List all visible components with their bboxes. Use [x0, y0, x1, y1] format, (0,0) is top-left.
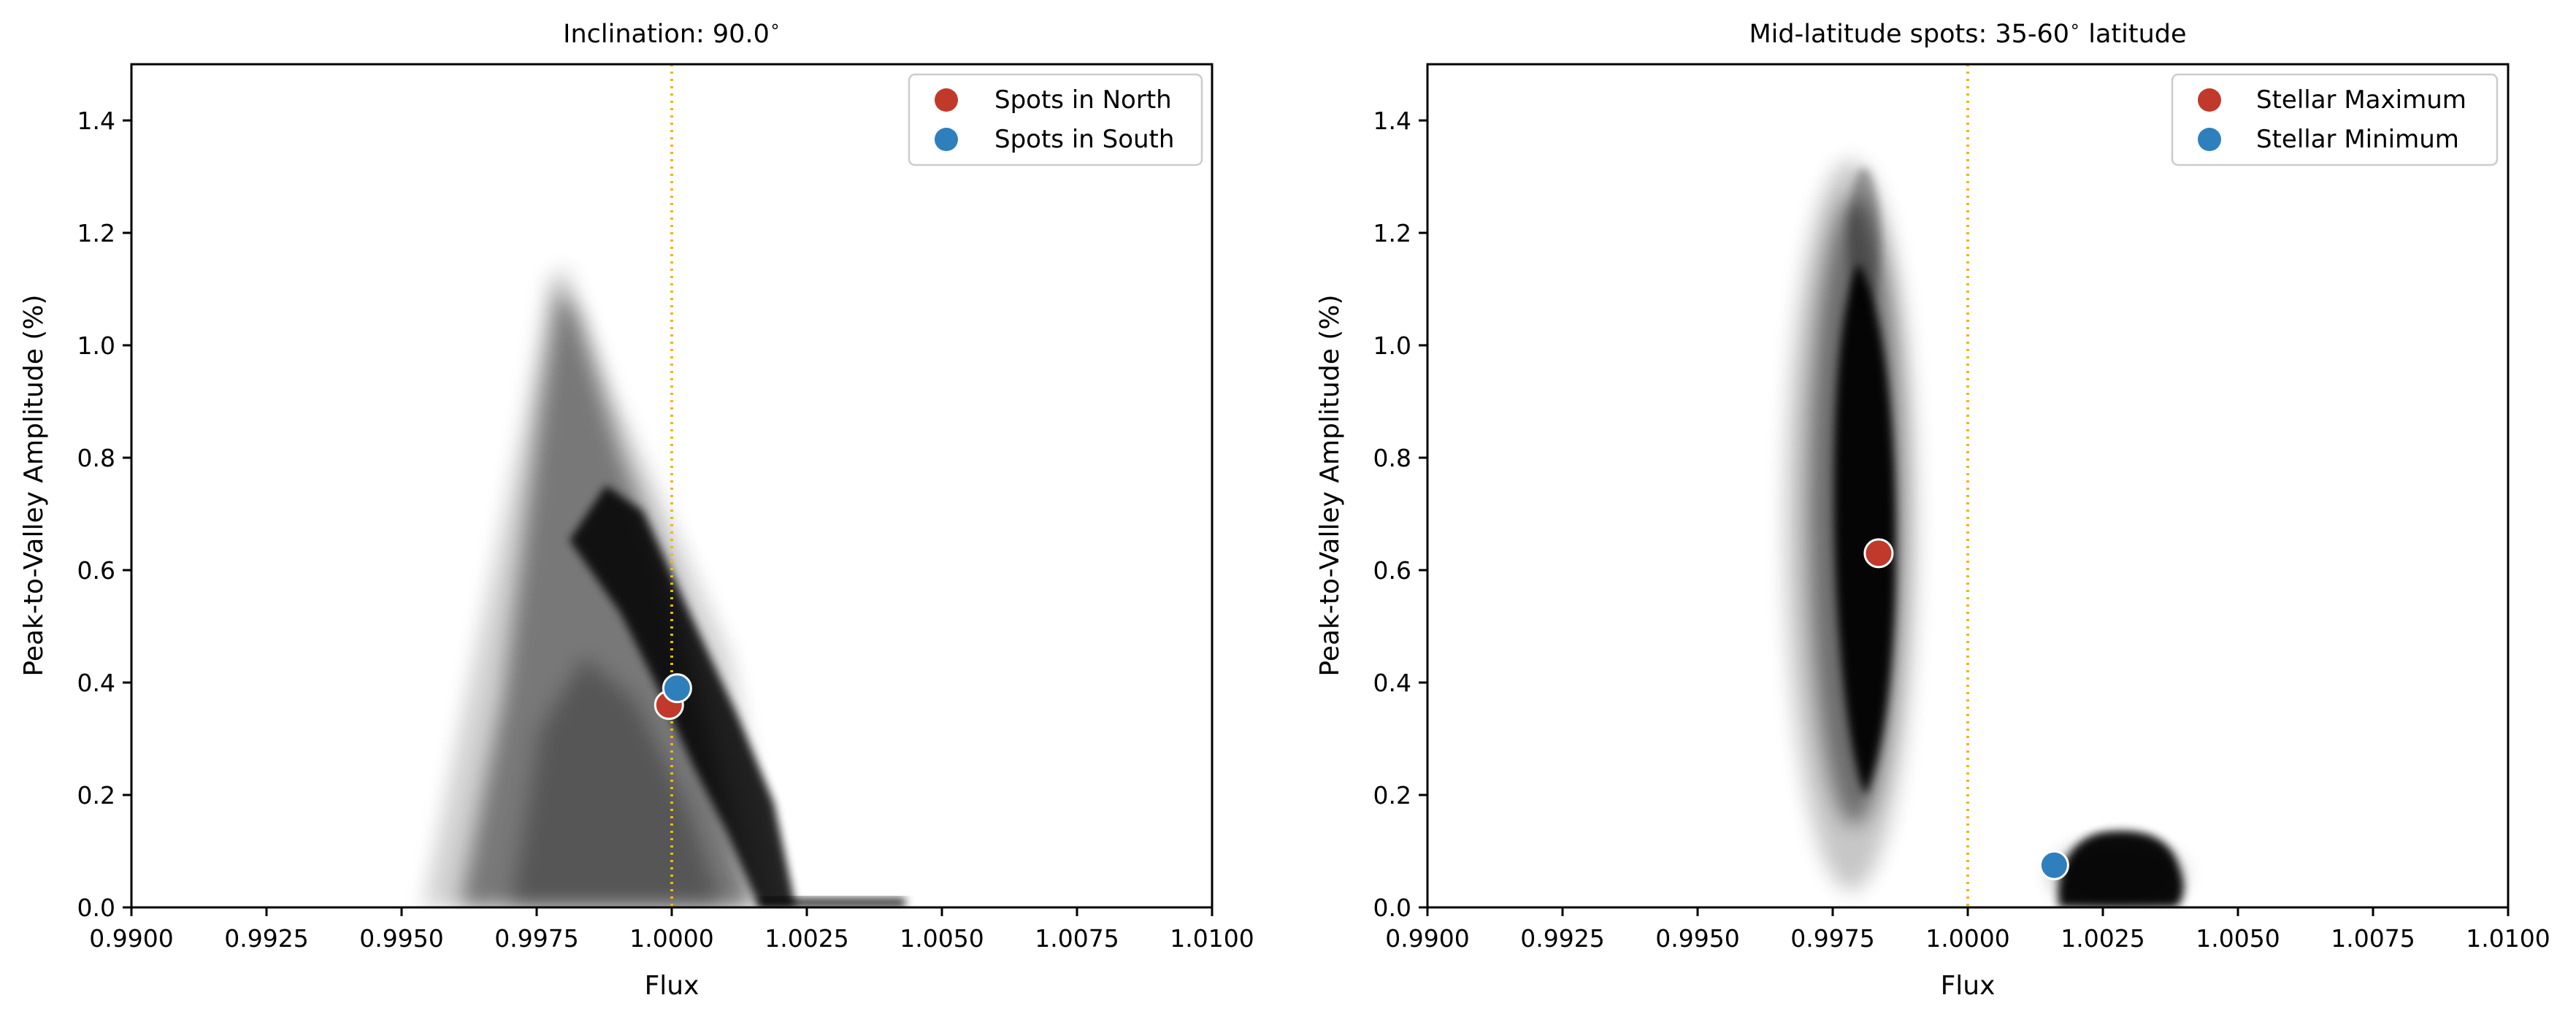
x-tick-label: 1.0050	[900, 924, 984, 953]
legend-box	[2171, 73, 2499, 166]
legend-marker-maximum	[2198, 88, 2221, 112]
y-tick-label: 0.4	[77, 669, 115, 697]
x-tick-label: 1.0075	[2331, 924, 2415, 953]
legend: Spots in North Spots in South	[908, 73, 1203, 166]
legend-label-north: Spots in North	[994, 85, 1172, 115]
y-axis-label: Peak-to-Valley Amplitude (%)	[1315, 294, 1345, 676]
legend-label-minimum: Stellar Minimum	[2256, 125, 2459, 154]
y-tick-label: 1.2	[77, 219, 115, 247]
x-tick-label: 0.9975	[494, 924, 578, 953]
y-tick-label: 1.2	[1373, 219, 1411, 247]
marker-stellar-maximum	[1863, 538, 1894, 569]
x-tick-label: 1.0025	[2061, 924, 2144, 953]
y-tick-label: 0.2	[77, 781, 115, 810]
legend-label-maximum: Stellar Maximum	[2256, 85, 2466, 115]
legend-box	[908, 73, 1203, 166]
y-tick-label: 1.4	[77, 107, 115, 135]
y-tick-label: 0.6	[1373, 556, 1411, 585]
marker-spots-in-south	[662, 673, 692, 704]
cloud-tail	[759, 898, 905, 907]
y-tick-label: 1.4	[1373, 107, 1411, 135]
cloud-main-body	[460, 288, 752, 907]
x-tick-label: 1.0000	[1925, 924, 2009, 953]
x-tick-label: 0.9900	[1385, 924, 1469, 953]
x-tick-label: 1.0050	[2196, 924, 2280, 953]
x-tick-label: 1.0100	[2466, 924, 2550, 953]
y-tick-label: 0.8	[1373, 444, 1411, 472]
x-tick-label: 0.9975	[1790, 924, 1874, 953]
y-tick-label: 0.4	[1373, 669, 1411, 697]
y-tick-label: 0.8	[77, 444, 115, 472]
scatter-cloud	[1785, 161, 2184, 907]
cloud-blob-halo	[2052, 843, 2183, 907]
scatter-cloud	[423, 266, 905, 907]
legend-marker-north	[935, 88, 958, 112]
marker-stellar-minimum	[2039, 850, 2069, 880]
y-tick-label: 0.0	[77, 894, 115, 922]
x-axis-label: Flux	[645, 971, 699, 1001]
plot-title: Inclination: 90.0∘	[563, 16, 781, 49]
legend-marker-south	[935, 128, 958, 151]
cloud-inner-shadow	[511, 657, 723, 907]
legend-label-south: Spots in South	[994, 125, 1174, 154]
degree-symbol: ∘	[770, 16, 781, 36]
x-tick-label: 1.0025	[764, 924, 848, 953]
x-tick-label: 0.9925	[1520, 924, 1604, 953]
x-tick-label: 0.9925	[224, 924, 308, 953]
x-tick-label: 1.0000	[629, 924, 713, 953]
y-tick-label: 0.0	[1373, 894, 1411, 922]
x-tick-label: 0.9900	[89, 924, 173, 953]
y-axis-label: Peak-to-Valley Amplitude (%)	[19, 294, 49, 676]
y-tick-label: 1.0	[1373, 331, 1411, 360]
plot-title: Mid-latitude spots: 35-60∘ latitude	[1749, 16, 2186, 49]
x-tick-label: 1.0075	[1035, 924, 1119, 953]
left-panel: 0.9900 0.9925 0.9950 0.9975 1.0000 1.0025 1.00…	[19, 16, 1254, 1001]
x-tick-label: 0.9950	[359, 924, 443, 953]
y-tick-label: 0.6	[77, 556, 115, 585]
right-panel: 0.9900 0.9925 0.9950 0.9975 1.0000 1.0025 1.00…	[1315, 16, 2550, 1001]
legend-marker-minimum	[2198, 128, 2221, 151]
x-tick-label: 1.0100	[1170, 924, 1254, 953]
degree-symbol: ∘	[2069, 16, 2080, 36]
cloud-column-core	[1833, 263, 1895, 796]
x-axis-label: Flux	[1941, 971, 1996, 1001]
cloud-column-top	[1848, 168, 1880, 314]
y-tick-label: 0.2	[1373, 781, 1411, 810]
x-tick-label: 0.9950	[1655, 924, 1739, 953]
legend: Stellar Maximum Stellar Minimum	[2171, 73, 2499, 166]
y-tick-label: 1.0	[77, 331, 115, 360]
